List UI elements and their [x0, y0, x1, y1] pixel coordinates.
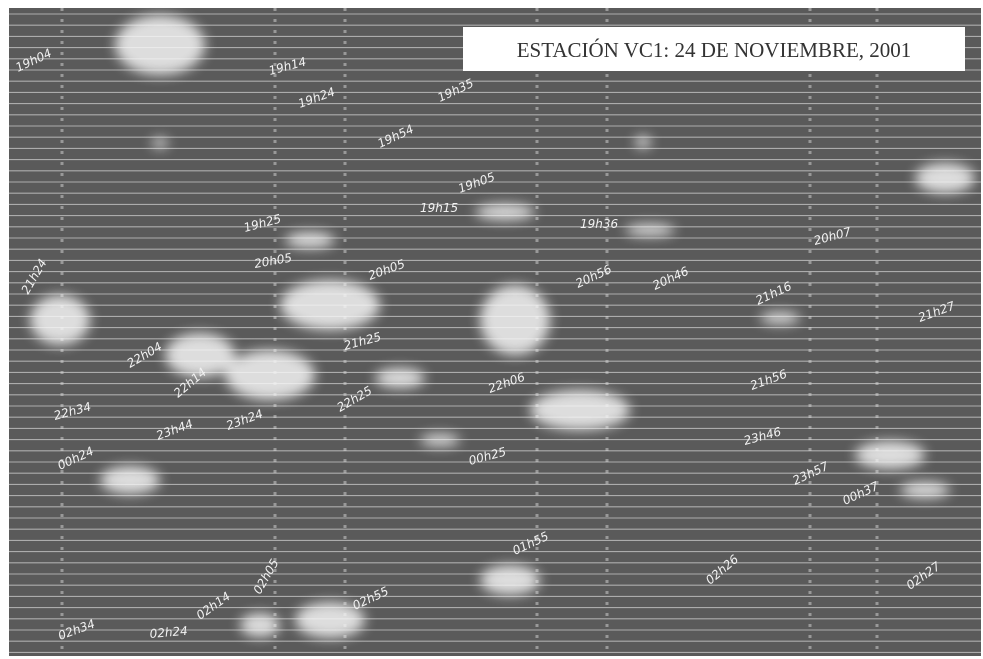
- event: [760, 312, 800, 324]
- event: [635, 136, 651, 148]
- event: [900, 482, 950, 498]
- event: [855, 441, 925, 469]
- event: [295, 602, 365, 638]
- event: [915, 163, 975, 193]
- event: [30, 295, 90, 345]
- event: [480, 285, 550, 355]
- event: [625, 224, 675, 236]
- event: [152, 138, 168, 148]
- event: [475, 204, 535, 220]
- event: [225, 350, 315, 400]
- time-marks: [60, 8, 879, 656]
- event: [530, 390, 630, 430]
- annotation: 02h24: [149, 624, 188, 641]
- event: [420, 434, 460, 446]
- event: [240, 613, 280, 637]
- event: [375, 368, 425, 388]
- annotation: 19h36: [580, 217, 619, 231]
- event: [480, 565, 540, 595]
- title: ESTACIÓN VC1: 24 DE NOVIEMBRE, 2001: [517, 38, 912, 62]
- event: [115, 15, 205, 75]
- events: [30, 15, 975, 638]
- event: [100, 466, 160, 494]
- annotation: 20h05: [253, 251, 293, 271]
- event: [285, 232, 335, 248]
- title-box: [463, 27, 965, 71]
- event: [280, 280, 380, 330]
- event: [165, 333, 235, 377]
- annotation: 19h15: [420, 201, 458, 215]
